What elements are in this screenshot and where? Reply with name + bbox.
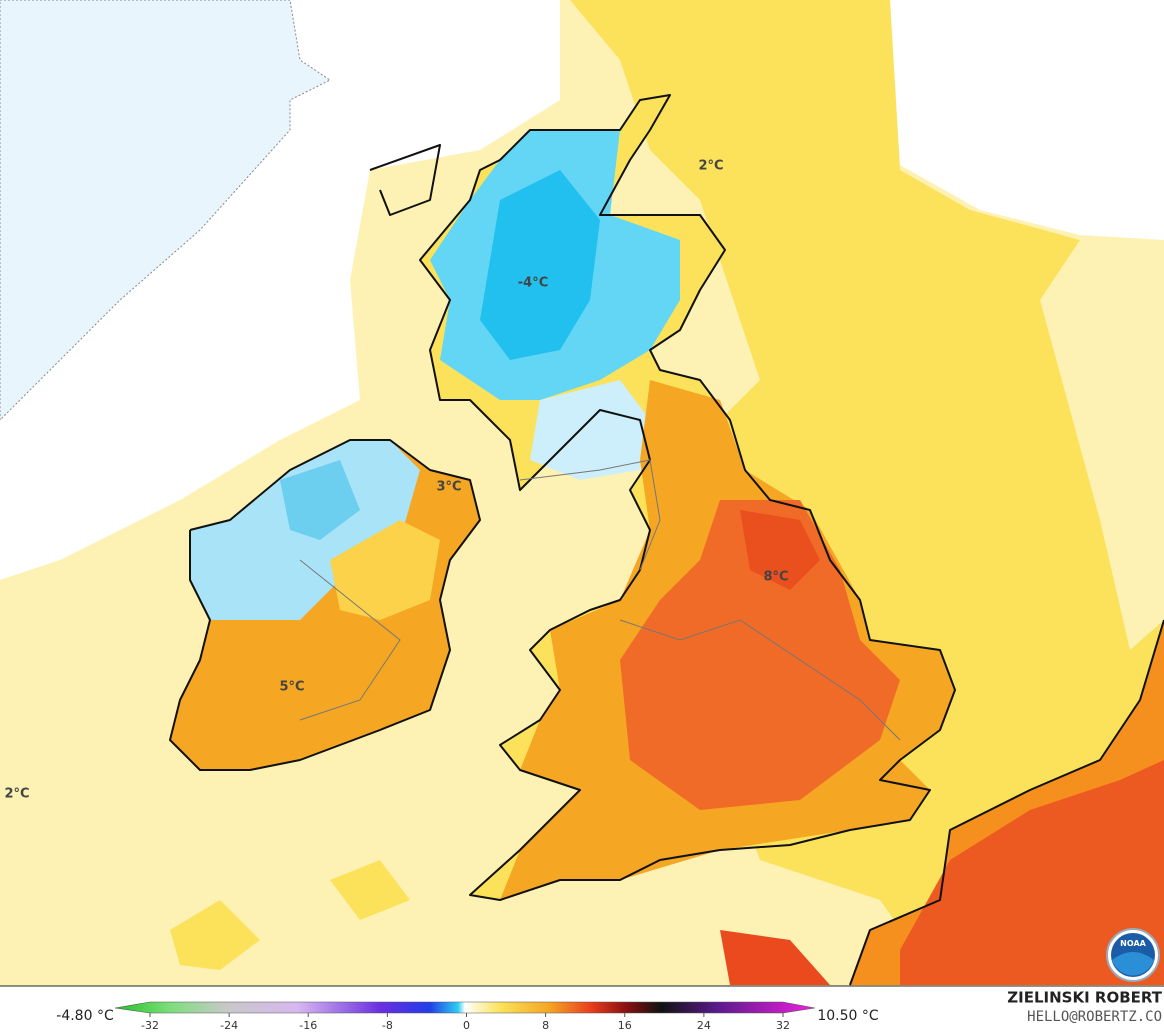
tick-label: 16 <box>618 1019 632 1032</box>
colorbar-scale <box>114 1001 816 1014</box>
svg-text:NOAA: NOAA <box>1120 939 1146 948</box>
cold-zone <box>890 0 1164 240</box>
map-label: 8°C <box>763 570 788 585</box>
cold-zone <box>480 170 600 360</box>
tick-label: -8 <box>382 1019 393 1032</box>
noaa-logo: NOAA <box>1106 928 1160 982</box>
cold-zone <box>280 460 360 540</box>
map-label: 5°C <box>279 680 304 695</box>
tick-label: 24 <box>697 1019 711 1032</box>
tick-label: -16 <box>299 1019 317 1032</box>
colorbar: -4.80 °C 10.50 °C -32 -24 -16 -8 0 8 16 24 32 <box>56 1001 879 1032</box>
map: 2°C -4°C 3°C 8°C 5°C 2°C NOAA <box>0 0 1164 986</box>
tick-label: -32 <box>141 1019 159 1032</box>
hot-zone <box>620 500 900 810</box>
border <box>519 459 661 571</box>
max-label: 10.50 °C <box>817 1008 879 1024</box>
coastline <box>369 144 441 216</box>
map-label: 2°C <box>698 159 723 174</box>
tick-label: -24 <box>220 1019 238 1032</box>
coastline <box>849 619 1164 986</box>
cold-zone <box>0 0 331 421</box>
border <box>619 619 901 741</box>
hot-zone <box>740 510 820 590</box>
warm-zone <box>170 900 260 970</box>
coastlines <box>169 94 1164 986</box>
hot-zone <box>720 930 830 985</box>
warm-zone <box>330 520 440 620</box>
warm-zone <box>330 860 410 920</box>
map-label: -4°C <box>518 276 548 291</box>
min-label: -4.80 °C <box>56 1008 114 1024</box>
author: ZIELINSKI ROBERT <box>1007 989 1162 1007</box>
coastline <box>419 94 956 901</box>
tick-label: 32 <box>776 1019 790 1032</box>
tick-label: 8 <box>542 1019 549 1032</box>
map-label: 3°C <box>436 480 461 495</box>
tick-label: 0 <box>463 1019 470 1032</box>
cold-zone <box>530 380 650 480</box>
email: HELLO@ROBERTZ.CO <box>1027 1009 1162 1025</box>
coastline <box>169 439 481 771</box>
map-label: 2°C <box>4 787 29 802</box>
hot-zone <box>900 760 1164 985</box>
border <box>299 559 401 721</box>
